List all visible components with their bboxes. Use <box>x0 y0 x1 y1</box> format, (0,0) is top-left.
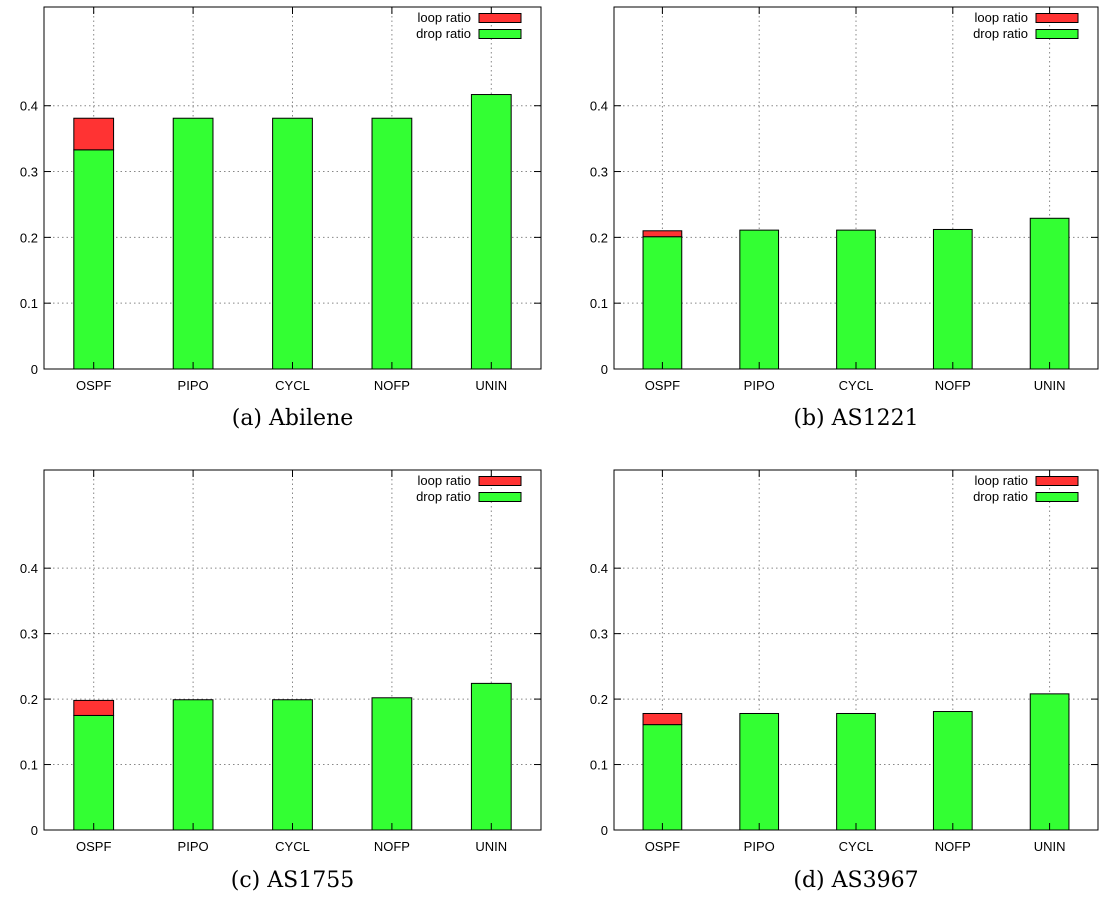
chart-panel-2: 0 0.1 0.2 0.3 0.4 OSPF PIPO CYCL NOFP UNIN loop ra… <box>590 6 1099 431</box>
bar-drop-cycl <box>272 117 313 370</box>
legend-label-drop: drop ratio <box>416 489 471 504</box>
panel-caption: (d) AS3967 <box>793 868 918 893</box>
legend-swatch-loop <box>1035 476 1079 486</box>
legend-swatch-drop <box>1035 492 1079 502</box>
legend-label-loop: loop ratio <box>975 10 1028 25</box>
bar-drop-pipo <box>172 117 214 370</box>
panel-caption: (c) AS1755 <box>231 868 354 893</box>
legend-label-drop: drop ratio <box>973 26 1028 41</box>
y-tick-label: 0 <box>31 362 38 377</box>
legend-label-drop: drop ratio <box>973 489 1028 504</box>
y-tick-label: 0.2 <box>20 692 38 707</box>
y-tick-label: 0.4 <box>590 561 608 576</box>
x-tick-label: NOFP <box>935 378 971 393</box>
x-tick-label: UNIN <box>475 378 507 393</box>
chart-panel-3: 0 0.1 0.2 0.3 0.4 OSPF PIPO CYCL NOFP UNIN loop ra… <box>20 469 542 893</box>
chart-panel-1: 0 0.1 0.2 0.3 0.4 OSPF PIPO CYCL NOFP UNIN loop ra… <box>20 6 542 431</box>
bar-drop-nofp <box>371 697 413 831</box>
x-tick-label: PIPO <box>744 378 775 393</box>
x-tick-label: CYCL <box>275 839 310 854</box>
y-tick-label: 0.2 <box>20 230 38 245</box>
bar-drop-pipo <box>739 712 780 831</box>
bar-drop-pipo <box>739 229 780 370</box>
y-tick-label: 0.1 <box>20 758 38 773</box>
bar-drop-unin <box>1029 217 1070 370</box>
bar-drop-unin <box>1029 693 1070 831</box>
legend-swatch-loop <box>1035 13 1079 23</box>
x-tick-label: NOFP <box>374 378 410 393</box>
x-tick-label: OSPF <box>76 378 111 393</box>
x-tick-label: PIPO <box>744 839 775 854</box>
bar-drop-unin <box>470 682 512 831</box>
x-tick-label: CYCL <box>275 378 310 393</box>
x-tick-label: UNIN <box>1034 839 1066 854</box>
legend-swatch-loop <box>478 13 522 23</box>
x-tick-label: PIPO <box>178 378 209 393</box>
x-tick-label: NOFP <box>935 839 971 854</box>
y-tick-label: 0.1 <box>590 296 608 311</box>
x-tick-label: UNIN <box>1034 378 1066 393</box>
y-tick-label: 0.3 <box>590 627 608 642</box>
legend-label-loop: loop ratio <box>418 10 471 25</box>
legend-label-loop: loop ratio <box>975 473 1028 488</box>
bar-loop-ospf <box>642 230 683 238</box>
bar-drop-cycl <box>836 712 876 831</box>
legend-swatch-drop <box>478 492 522 502</box>
y-tick-label: 0.2 <box>590 692 608 707</box>
bar-drop-cycl <box>272 699 313 831</box>
bar-drop-ospf <box>73 714 115 831</box>
y-tick-label: 0.4 <box>590 99 608 114</box>
y-tick-label: 0.2 <box>590 230 608 245</box>
y-tick-label: 0 <box>601 823 608 838</box>
x-tick-label: CYCL <box>839 378 874 393</box>
bar-drop-ospf <box>642 236 683 370</box>
bar-drop-ospf <box>642 724 683 831</box>
y-tick-label: 0.3 <box>20 165 38 180</box>
legend-swatch-loop <box>478 476 522 486</box>
y-tick-label: 0 <box>601 362 608 377</box>
y-tick-label: 0 <box>31 823 38 838</box>
bar-drop-nofp <box>932 228 973 370</box>
bar-drop-nofp <box>371 117 413 370</box>
panel-caption: (b) AS1221 <box>793 406 918 431</box>
y-tick-label: 0.3 <box>590 165 608 180</box>
y-tick-label: 0.1 <box>20 296 38 311</box>
x-tick-label: PIPO <box>178 839 209 854</box>
bar-drop-ospf <box>73 149 115 370</box>
panel-caption: (a) Abilene <box>232 406 354 431</box>
x-tick-label: NOFP <box>374 839 410 854</box>
bar-drop-pipo <box>172 699 214 831</box>
y-tick-label: 0.4 <box>20 99 38 114</box>
x-tick-label: UNIN <box>475 839 507 854</box>
bar-loop-ospf <box>73 699 115 716</box>
bar-drop-unin <box>470 94 512 370</box>
legend-label-drop: drop ratio <box>416 26 471 41</box>
legend-swatch-drop <box>1035 29 1079 39</box>
y-tick-label: 0.4 <box>20 561 38 576</box>
chart-panel-4: 0 0.1 0.2 0.3 0.4 OSPF PIPO CYCL NOFP UNIN loop ra… <box>590 469 1099 893</box>
x-tick-label: OSPF <box>645 839 680 854</box>
legend-label-loop: loop ratio <box>418 473 471 488</box>
legend-swatch-drop <box>478 29 522 39</box>
x-tick-label: OSPF <box>76 839 111 854</box>
y-tick-label: 0.3 <box>20 627 38 642</box>
bar-drop-nofp <box>932 711 973 831</box>
bar-loop-ospf <box>642 712 683 726</box>
bar-drop-cycl <box>836 229 876 370</box>
y-tick-label: 0.1 <box>590 758 608 773</box>
bar-loop-ospf <box>73 117 115 151</box>
x-tick-label: CYCL <box>839 839 874 854</box>
x-tick-label: OSPF <box>645 378 680 393</box>
